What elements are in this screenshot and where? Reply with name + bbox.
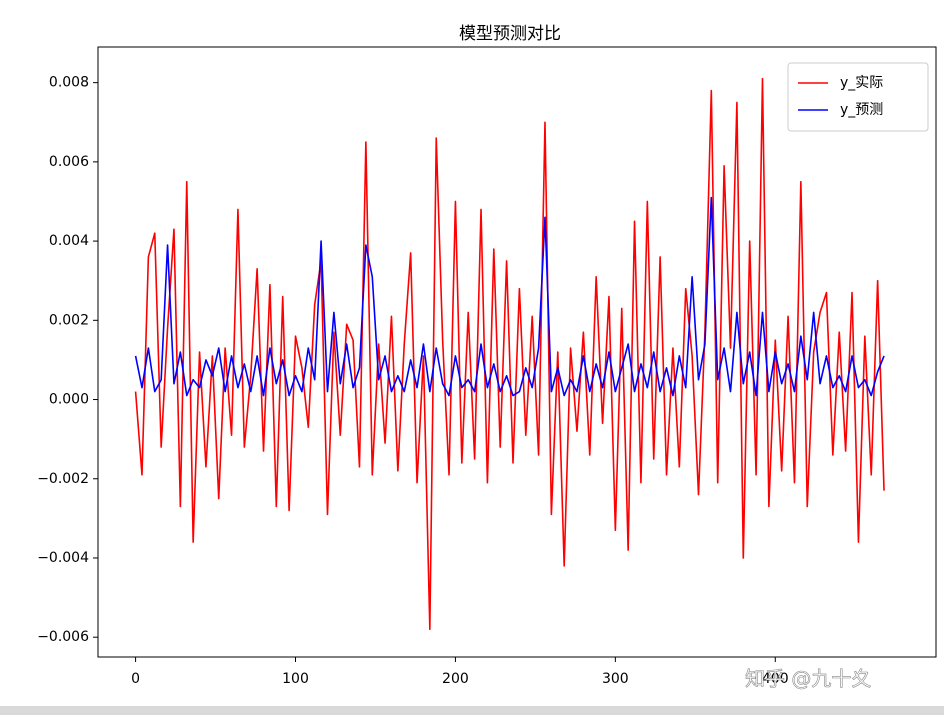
- y-tick-label: −0.006: [37, 629, 89, 645]
- chart-title: 模型预测对比: [459, 24, 561, 44]
- x-tick-label: 300: [602, 671, 629, 687]
- y-tick-label: 0.006: [49, 154, 89, 170]
- y-tick-label: 0.004: [49, 233, 89, 249]
- x-tick-label: 100: [282, 671, 309, 687]
- legend-label: y_实际: [840, 75, 883, 91]
- legend-label: y_预测: [840, 102, 883, 118]
- x-tick-label: 400: [762, 671, 789, 687]
- series-line: [134, 77, 885, 631]
- y-tick-label: 0.000: [49, 392, 89, 408]
- plot-frame: [97, 46, 937, 658]
- watermark: 知乎 @九十夊: [745, 667, 871, 691]
- y-tick-label: −0.002: [37, 471, 89, 487]
- x-tick-label: 200: [442, 671, 469, 687]
- window-bar: [0, 706, 944, 715]
- y-tick-label: −0.004: [37, 550, 89, 566]
- x-tick-label: 0: [131, 671, 140, 687]
- y-tick-label: 0.002: [49, 312, 89, 328]
- y-tick-label: 0.008: [49, 75, 89, 91]
- legend-box: [787, 62, 929, 132]
- series-line: [134, 196, 885, 397]
